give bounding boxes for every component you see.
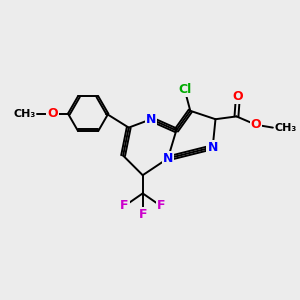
- Text: F: F: [157, 200, 165, 212]
- Text: N: N: [208, 141, 218, 154]
- Text: F: F: [139, 208, 147, 221]
- Text: CH₃: CH₃: [274, 123, 296, 133]
- Text: CH₃: CH₃: [14, 109, 36, 118]
- Text: N: N: [146, 113, 156, 126]
- Text: Cl: Cl: [178, 83, 191, 96]
- Text: N: N: [163, 152, 173, 165]
- Text: O: O: [47, 107, 58, 120]
- Text: O: O: [251, 118, 261, 131]
- Text: F: F: [120, 200, 129, 212]
- Text: O: O: [232, 90, 243, 103]
